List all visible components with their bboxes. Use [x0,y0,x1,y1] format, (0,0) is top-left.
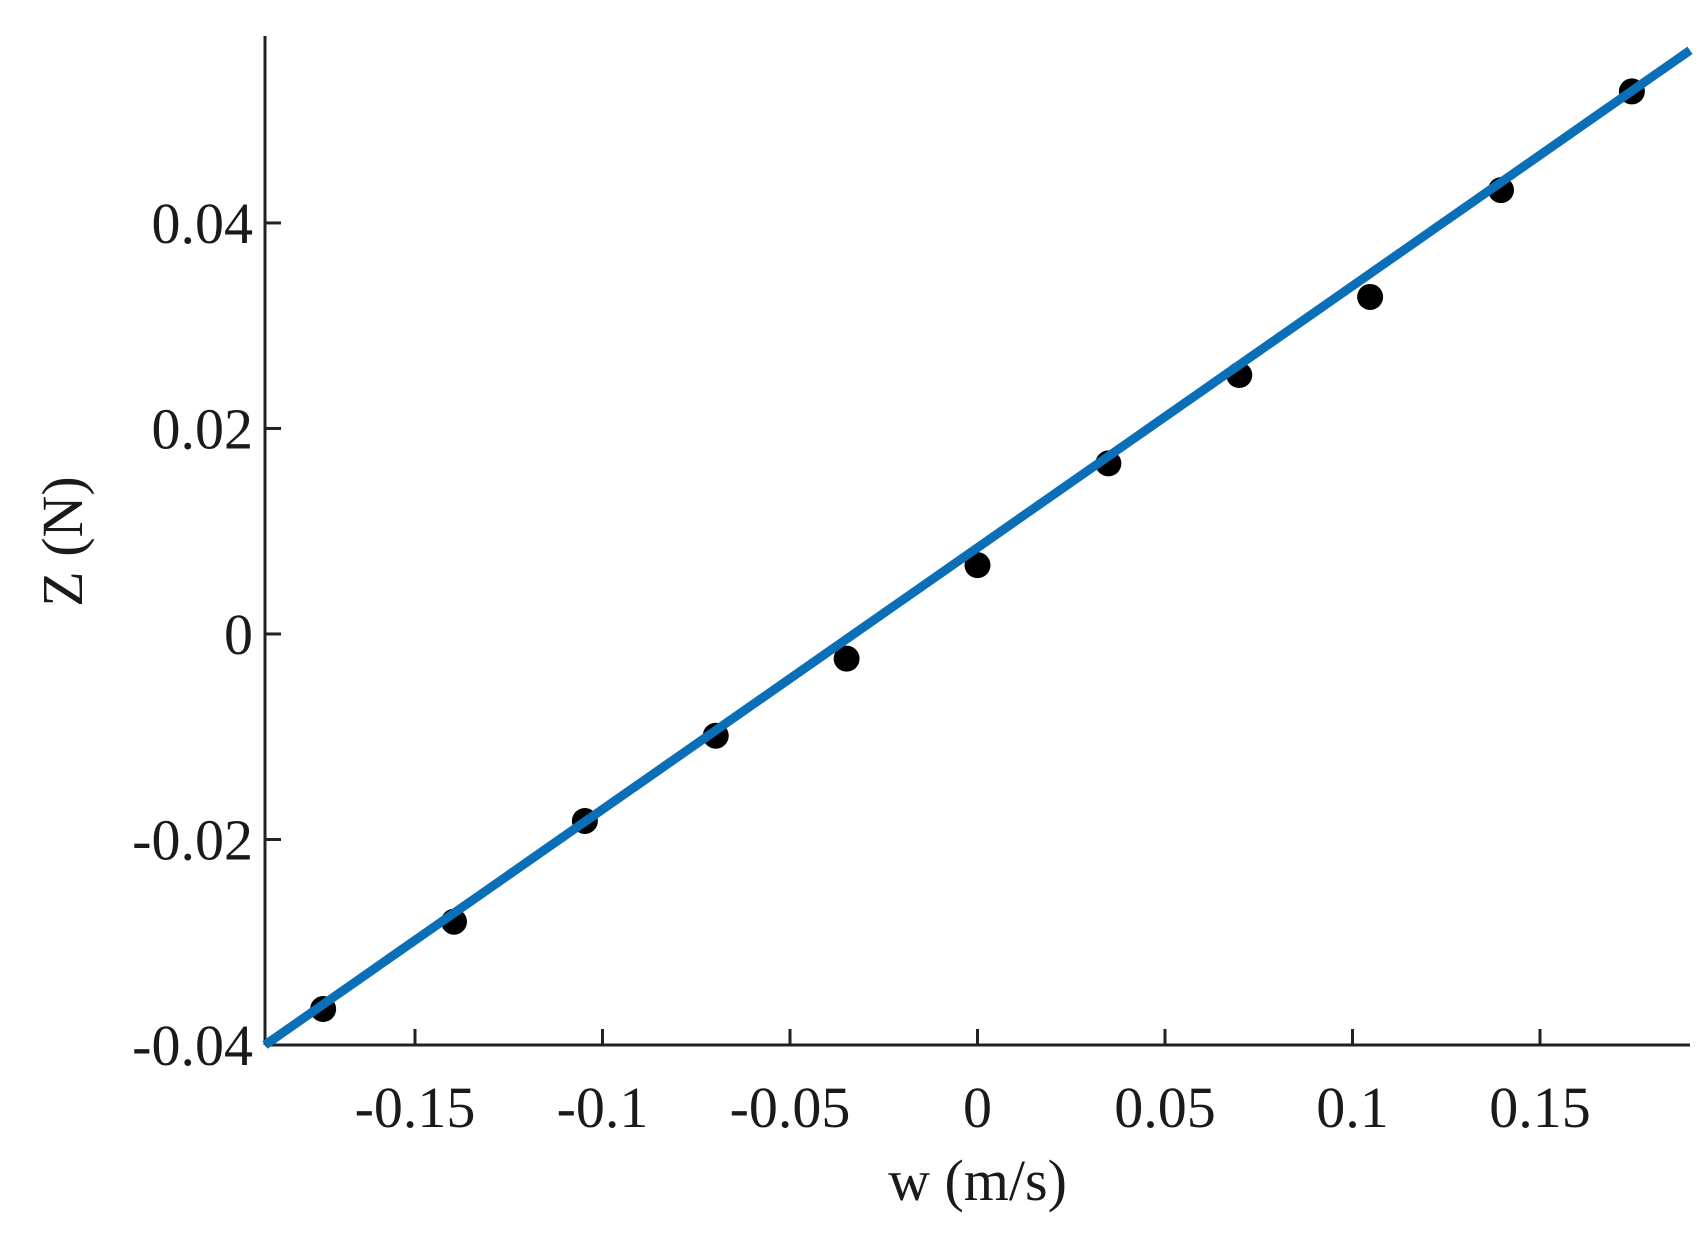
fit-line [262,46,1693,1049]
ticks: -0.15 -0.1 -0.05 0 0.05 0.1 0.15 -0.04 -0.02 0 0.0… [132,191,1591,1140]
data-point [1357,283,1384,310]
series-layer [262,46,1693,1049]
x-tick-label: -0.05 [730,1075,851,1140]
x-tick-label: 0 [963,1075,992,1140]
data-point [964,552,991,579]
y-axis-label: Z (N) [30,476,95,606]
y-tick-label: 0.02 [152,396,254,461]
x-tick-label: 0.15 [1489,1075,1591,1140]
y-tick-label: 0.04 [152,191,254,256]
y-tick-label: -0.04 [132,1013,253,1078]
x-tick-label: -0.1 [557,1075,649,1140]
y-tick-label: 0 [224,602,253,667]
y-tick-label: -0.02 [132,807,253,872]
x-axis-label: w (m/s) [888,1148,1067,1213]
x-tick-label: 0.1 [1316,1075,1389,1140]
data-point [833,645,860,672]
x-tick-label: -0.15 [355,1075,476,1140]
x-tick-label: 0.05 [1114,1075,1216,1140]
